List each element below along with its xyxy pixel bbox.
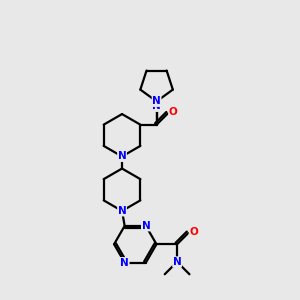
Text: N: N: [152, 101, 161, 111]
Text: N: N: [152, 96, 161, 106]
Text: N: N: [118, 206, 126, 216]
Text: N: N: [120, 258, 129, 268]
Text: O: O: [169, 107, 177, 117]
Text: N: N: [142, 221, 150, 231]
Text: O: O: [189, 226, 198, 237]
Text: N: N: [173, 257, 182, 267]
Text: N: N: [118, 152, 126, 161]
